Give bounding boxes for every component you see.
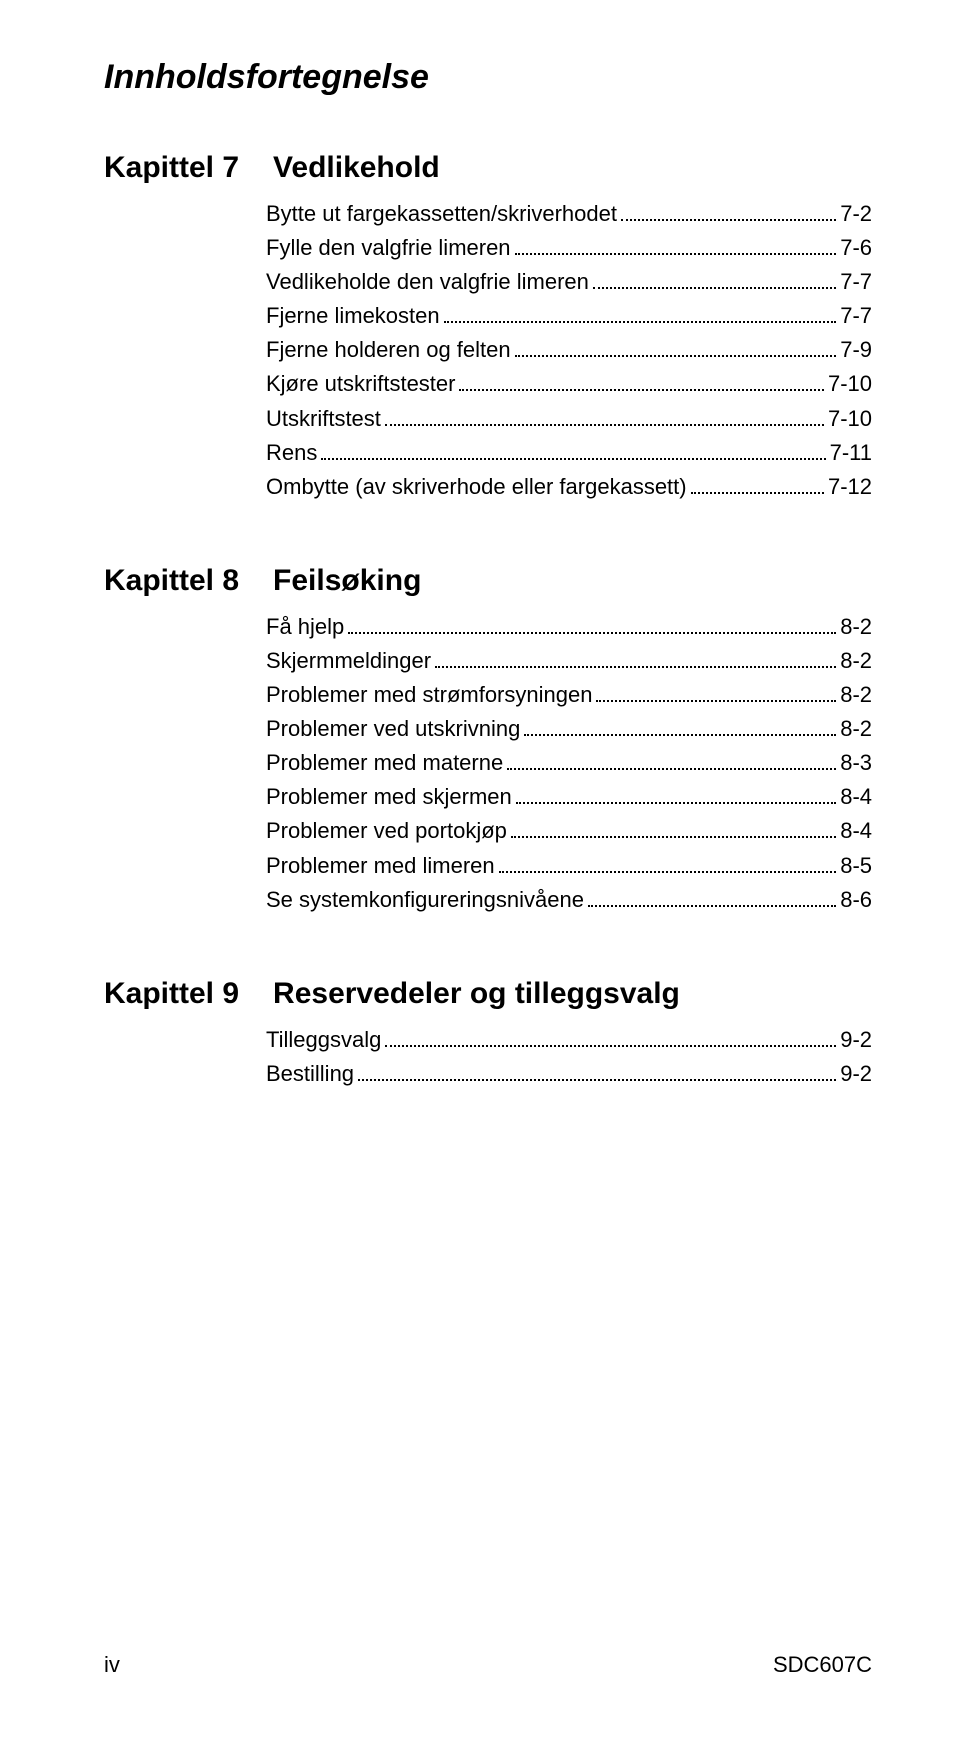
toc-entry: Problemer ved utskrivning 8-2: [104, 712, 872, 746]
chapter: Kapittel 8FeilsøkingFå hjelp8-2Skjermmel…: [104, 564, 872, 917]
chapter-name: Vedlikehold: [273, 151, 440, 185]
toc-entry-label: Få hjelp: [266, 610, 344, 644]
toc-entry-page: 8-2: [840, 712, 872, 746]
footer-right: SDC607C: [773, 1652, 872, 1678]
toc-entry: Rens 7-11: [104, 436, 872, 470]
toc-leader-dots: [499, 871, 837, 873]
toc-leader-dots: [621, 219, 836, 221]
toc-entry-label: Vedlikeholde den valgfrie limeren: [266, 265, 589, 299]
chapter-heading: Kapittel 7 Vedlikehold: [104, 151, 872, 185]
toc-entry-label: Problemer med strømforsyningen: [266, 678, 592, 712]
toc-entry-label: Rens: [266, 436, 317, 470]
footer: iv SDC607C: [104, 1652, 872, 1678]
toc-entry-page: 9-2: [840, 1057, 872, 1091]
toc-entry: Problemer med skjermen 8-4: [104, 780, 872, 814]
toc-leader-dots: [459, 389, 823, 391]
toc-entry: Problemer med limeren 8-5: [104, 849, 872, 883]
page-title: Innholdsfortegnelse: [104, 58, 872, 97]
toc-leader-dots: [515, 253, 837, 255]
toc-entry-page: 7-9: [840, 333, 872, 367]
toc-entry: Bytte ut fargekassetten/skriverhodet 7-2: [104, 197, 872, 231]
toc-leader-dots: [348, 632, 836, 634]
toc-entry-page: 8-2: [840, 610, 872, 644]
toc-entry-label: Problemer ved portokjøp: [266, 814, 507, 848]
toc-entry: Utskriftstest 7-10: [104, 402, 872, 436]
toc-leader-dots: [321, 458, 825, 460]
toc-entry-label: Bytte ut fargekassetten/skriverhodet: [266, 197, 617, 231]
chapter: Kapittel 9 Reservedeler og tilleggsvalg Ti…: [104, 977, 872, 1091]
chapter-list: Kapittel 7 Vedlikehold Bytte ut fargekasse…: [104, 151, 872, 1091]
toc-entry: Vedlikeholde den valgfrie limeren 7-7: [104, 265, 872, 299]
chapter-name: Feilsøking: [273, 564, 421, 598]
toc-entry: Bestilling 9-2: [104, 1057, 872, 1091]
toc-leader-dots: [691, 492, 824, 494]
chapter-label: Kapittel 9: [104, 977, 239, 1011]
toc-leader-dots: [511, 836, 836, 838]
toc-entry-label: Skjermmeldinger: [266, 644, 431, 678]
toc-entry: Se systemkonfigureringsnivåene 8-6: [104, 883, 872, 917]
toc-entry-page: 8-4: [840, 814, 872, 848]
toc-entry: Problemer med materne 8-3: [104, 746, 872, 780]
toc-entry: Tilleggsvalg 9-2: [104, 1023, 872, 1057]
toc-entry: Skjermmeldinger 8-2: [104, 644, 872, 678]
toc-leader-dots: [444, 321, 837, 323]
toc-entry-page: 7-12: [828, 470, 872, 504]
toc-entry-label: Fylle den valgfrie limeren: [266, 231, 511, 265]
toc-entry: Fjerne limekosten 7-7: [104, 299, 872, 333]
toc-entry-label: Problemer med materne: [266, 746, 503, 780]
toc-entry: Problemer ved portokjøp 8-4: [104, 814, 872, 848]
toc-entry-label: Kjøre utskriftstester: [266, 367, 455, 401]
toc-entry-label: Problemer ved utskrivning: [266, 712, 520, 746]
toc-entry: Få hjelp 8-2: [104, 610, 872, 644]
toc-entry: Fylle den valgfrie limeren 7-6: [104, 231, 872, 265]
chapter-label: Kapittel 8: [104, 564, 239, 598]
toc-entry-label: Ombytte (av skriverhode eller fargekasse…: [266, 470, 687, 504]
page: Innholdsfortegnelse Kapittel 7 Vedlikehol…: [0, 0, 960, 1740]
toc-entry: Problemer med strømforsyningen 8-2: [104, 678, 872, 712]
toc-entry-label: Utskriftstest: [266, 402, 381, 436]
toc-entry-label: Fjerne holderen og felten: [266, 333, 511, 367]
toc-leader-dots: [596, 700, 836, 702]
toc-leader-dots: [524, 734, 836, 736]
toc-leader-dots: [515, 355, 837, 357]
toc-leader-dots: [516, 802, 836, 804]
toc-entry-page: 7-7: [840, 265, 872, 299]
chapter-heading: Kapittel 9 Reservedeler og tilleggsvalg: [104, 977, 872, 1011]
chapter-heading: Kapittel 8 Feilsøking: [104, 564, 872, 598]
toc-entry-page: 9-2: [840, 1023, 872, 1057]
toc-entry-page: 8-6: [840, 883, 872, 917]
toc-leader-dots: [358, 1079, 836, 1081]
toc-entry: Ombytte (av skriverhode eller fargekasse…: [104, 470, 872, 504]
toc-entry-page: 7-10: [828, 402, 872, 436]
toc-leader-dots: [507, 768, 836, 770]
toc-entry-page: 8-4: [840, 780, 872, 814]
toc-entry-label: Tilleggsvalg: [266, 1023, 381, 1057]
toc-entry-page: 7-2: [840, 197, 872, 231]
chapter-name: Reservedeler og tilleggsvalg: [273, 977, 680, 1011]
toc-entry-page: 7-6: [840, 231, 872, 265]
toc-leader-dots: [588, 905, 836, 907]
toc-entry-label: Problemer med limeren: [266, 849, 495, 883]
toc-entry-page: 7-11: [830, 436, 872, 470]
chapter-label: Kapittel 7: [104, 151, 239, 185]
toc-entry-label: Se systemkonfigureringsnivåene: [266, 883, 584, 917]
toc-entry-page: 7-10: [828, 367, 872, 401]
toc-leader-dots: [385, 424, 824, 426]
toc-entry-label: Fjerne limekosten: [266, 299, 440, 333]
toc-leader-dots: [593, 287, 836, 289]
toc-entry: Fjerne holderen og felten 7-9: [104, 333, 872, 367]
footer-left: iv: [104, 1652, 120, 1678]
toc-entry-page: 8-2: [840, 678, 872, 712]
toc-entry-page: 8-2: [840, 644, 872, 678]
toc-entry-page: 8-3: [840, 746, 872, 780]
toc-entry-label: Problemer med skjermen: [266, 780, 512, 814]
toc-entry-page: 7-7: [840, 299, 872, 333]
toc-entry-page: 8-5: [840, 849, 872, 883]
toc-entry-label: Bestilling: [266, 1057, 354, 1091]
toc-leader-dots: [435, 666, 836, 668]
toc-leader-dots: [385, 1045, 836, 1047]
chapter: Kapittel 7 Vedlikehold Bytte ut fargekasse…: [104, 151, 872, 504]
toc-entry: Kjøre utskriftstester 7-10: [104, 367, 872, 401]
